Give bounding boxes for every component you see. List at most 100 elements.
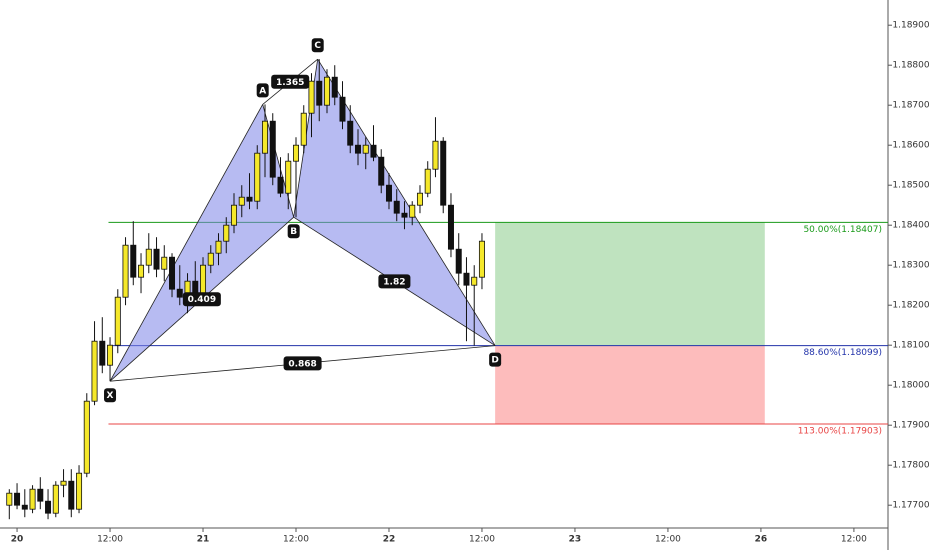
point-label: D	[491, 356, 498, 366]
zone	[495, 345, 765, 424]
candle-body	[378, 156, 385, 186]
candle-body	[331, 76, 338, 98]
y-tick-label: 1.17900	[892, 421, 929, 431]
candle-body	[347, 120, 354, 146]
candle-body	[130, 244, 137, 278]
ratio-label: 0.409	[188, 295, 216, 305]
x-tick-label: 12:00	[469, 535, 495, 545]
point-box	[256, 83, 269, 98]
candle-body	[385, 184, 392, 202]
candle-body	[432, 140, 439, 170]
candle-body	[161, 256, 168, 270]
candle-body	[455, 248, 462, 274]
candle-body	[354, 144, 361, 154]
candle-body	[6, 492, 13, 506]
level-label: 88.60%(1.18099)	[803, 348, 882, 358]
ratio-box	[182, 292, 221, 307]
candle-body	[447, 204, 454, 250]
candle-body	[37, 488, 44, 502]
y-tick-label: 1.18000	[892, 381, 929, 391]
ratio-label: 1.365	[276, 78, 304, 88]
candle-body	[52, 484, 59, 514]
candle-body	[339, 96, 346, 122]
point-label: B	[290, 227, 297, 237]
y-tick-label: 1.18100	[892, 341, 929, 351]
ratio-label: 1.82	[383, 277, 405, 287]
candle-body	[463, 272, 470, 286]
candle-body	[114, 296, 121, 346]
candle-body	[393, 200, 400, 214]
candle-body	[285, 160, 292, 194]
y-tick-label: 1.17700	[892, 501, 929, 511]
candle-body	[424, 168, 431, 194]
candle-body	[238, 196, 245, 206]
candle-body	[68, 480, 75, 510]
y-tick-label: 1.18400	[892, 221, 929, 231]
ratio-box	[283, 356, 322, 371]
candle-body	[122, 244, 129, 298]
candle-body	[308, 80, 315, 114]
candle-body	[169, 256, 176, 290]
x-tick-label: 12:00	[283, 535, 309, 545]
candle-body	[21, 504, 28, 510]
candle-body	[14, 492, 21, 506]
y-tick-label: 1.17800	[892, 461, 929, 471]
candle-body	[416, 192, 423, 206]
candle-body	[478, 240, 485, 278]
candle-body	[440, 140, 447, 206]
candle-body	[107, 344, 114, 366]
level-label: 113.00%(1.17903)	[798, 427, 882, 437]
candle-body	[269, 120, 276, 178]
candle-body	[45, 500, 52, 514]
candle-body	[153, 248, 160, 270]
pattern-xab	[110, 104, 294, 382]
level-label: 50.00%(1.18407)	[803, 225, 882, 235]
candle-body	[254, 152, 261, 202]
candle-body	[200, 264, 207, 294]
candle-body	[91, 340, 98, 402]
candle-body	[300, 112, 307, 146]
candle-body	[370, 144, 377, 158]
ratio-box	[378, 274, 411, 289]
x-tick-label: 22	[383, 535, 396, 545]
candle-body	[231, 204, 238, 226]
ratio-label: 0.868	[288, 359, 316, 369]
y-tick-label: 1.18300	[892, 261, 929, 271]
candle-body	[409, 204, 416, 218]
candle-body	[29, 488, 36, 510]
x-tick-label: 21	[197, 535, 210, 545]
candle-body	[401, 212, 408, 218]
candle-body	[215, 240, 222, 254]
y-tick-label: 1.18800	[892, 61, 929, 71]
y-tick-label: 1.18700	[892, 101, 929, 111]
pattern-edge	[317, 58, 496, 346]
candle-body	[138, 264, 145, 278]
point-box	[311, 38, 324, 53]
candle-body	[83, 400, 90, 474]
candle-body	[176, 288, 183, 298]
candle-body	[60, 480, 67, 486]
y-tick-label: 1.18200	[892, 301, 929, 311]
candle-body	[262, 120, 269, 154]
y-tick-label: 1.18500	[892, 181, 929, 191]
point-box	[287, 224, 300, 239]
x-tick-label: 26	[755, 535, 768, 545]
point-label: C	[314, 41, 321, 51]
candle-body	[362, 144, 369, 154]
candle-body	[246, 196, 253, 202]
zone	[495, 222, 765, 346]
x-tick-label: 12:00	[97, 535, 123, 545]
point-box	[489, 352, 502, 367]
candle-body	[99, 340, 106, 366]
x-tick-label: 12:00	[841, 535, 867, 545]
point-box	[104, 388, 117, 403]
x-tick-label: 12:00	[655, 535, 681, 545]
candle-body	[207, 252, 214, 266]
candle-body	[277, 176, 284, 194]
candle-body	[76, 472, 83, 510]
point-label: A	[259, 86, 266, 96]
candle-body	[292, 144, 299, 162]
x-tick-label: 20	[11, 535, 24, 545]
point-label: X	[107, 391, 114, 401]
